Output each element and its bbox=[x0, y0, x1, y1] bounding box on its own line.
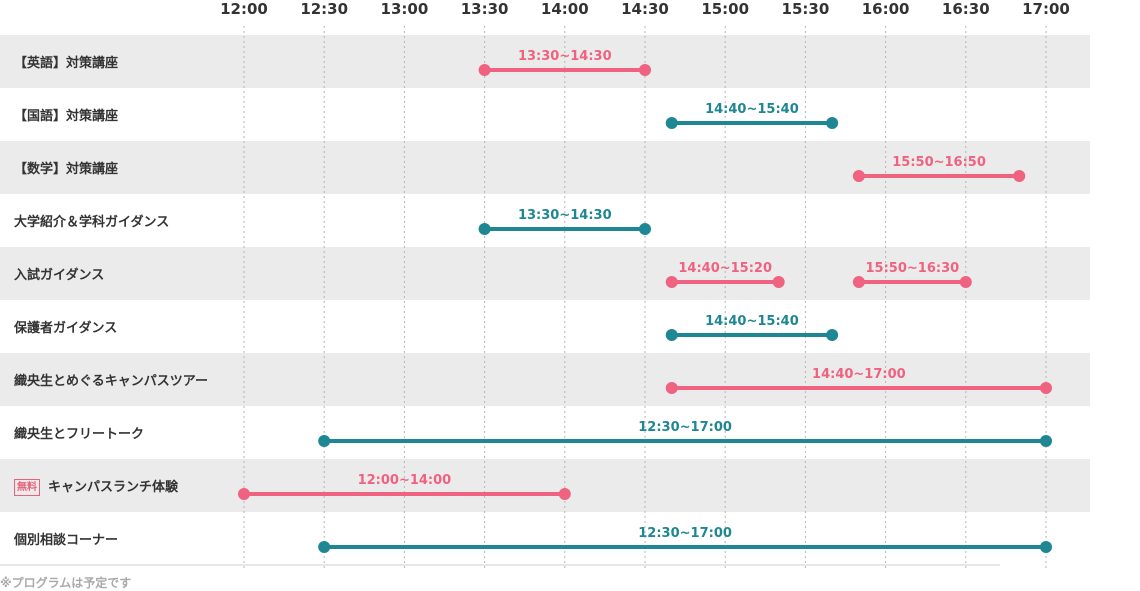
row-shade bbox=[0, 141, 1090, 194]
x-tick-label: 14:00 bbox=[540, 0, 589, 18]
row-label-text: 【数学】対策講座 bbox=[14, 162, 119, 177]
bar-end-dot bbox=[1013, 170, 1026, 182]
bar-start-dot bbox=[665, 117, 678, 129]
bar-time-label: 14:40~15:20 bbox=[678, 261, 772, 276]
x-tick-label: 17:00 bbox=[1022, 0, 1070, 18]
bar-time-label: 14:40~15:40 bbox=[705, 102, 799, 117]
bar-end-dot bbox=[639, 64, 651, 76]
free-badge: 無料 bbox=[14, 479, 40, 496]
bar-start-dot bbox=[318, 541, 331, 553]
row-label: 【国語】対策講座 bbox=[14, 105, 118, 124]
row-shade bbox=[0, 459, 1090, 512]
bar-time-label: 13:30~14:30 bbox=[518, 208, 612, 223]
row-shade bbox=[0, 353, 1090, 406]
row-label: 【数学】対策講座 bbox=[14, 158, 118, 177]
bar-end-dot bbox=[558, 488, 571, 500]
x-tick-label: 15:30 bbox=[781, 0, 830, 18]
bar-end-dot bbox=[772, 276, 785, 288]
row-label-text: キャンパスランチ体験 bbox=[48, 480, 179, 495]
bar-start-dot bbox=[478, 64, 491, 76]
row-shade bbox=[0, 35, 1090, 88]
bar-time-label: 12:30~17:00 bbox=[638, 526, 732, 541]
x-tick-label: 13:00 bbox=[380, 0, 429, 18]
row-label: 個別相談コーナー bbox=[14, 529, 118, 548]
x-tick-label: 12:30 bbox=[300, 0, 349, 18]
bar-end-dot bbox=[1040, 382, 1052, 394]
bar-time-label: 12:00~14:00 bbox=[358, 473, 452, 488]
bar-end-dot bbox=[1040, 435, 1052, 447]
row-label-text: 保護者ガイダンス bbox=[14, 321, 118, 336]
bar-start-dot bbox=[318, 435, 331, 447]
row-label: 無料 キャンパスランチ体験 bbox=[14, 476, 178, 496]
row-label-text: 入試ガイダンス bbox=[14, 268, 105, 283]
bar-time-label: 15:50~16:30 bbox=[866, 261, 960, 276]
x-tick-label: 13:30 bbox=[460, 0, 509, 18]
bar-time-label: 12:30~17:00 bbox=[638, 420, 732, 435]
x-tick-label: 16:00 bbox=[861, 0, 910, 18]
bar-time-label: 15:50~16:50 bbox=[892, 155, 986, 170]
bar-start-dot bbox=[665, 329, 678, 341]
bar-start-dot bbox=[852, 276, 865, 288]
bar-start-dot bbox=[665, 276, 678, 288]
row-shade bbox=[0, 247, 1090, 300]
bar-end-dot bbox=[639, 223, 651, 235]
row-label-text: 個別相談コーナー bbox=[14, 533, 119, 548]
bar-time-label: 13:30~14:30 bbox=[518, 49, 612, 64]
row-label: 大学紹介＆学科ガイダンス bbox=[14, 211, 169, 230]
bar-time-label: 14:40~15:40 bbox=[705, 314, 799, 329]
bar-end-dot bbox=[826, 117, 839, 129]
row-label-text: 【国語】対策講座 bbox=[14, 109, 119, 124]
row-label: 保護者ガイダンス bbox=[14, 317, 117, 336]
x-tick-label: 12:00 bbox=[220, 0, 268, 18]
row-label: 織央生とめぐるキャンパスツアー bbox=[14, 370, 208, 389]
row-label-text: 【英語】対策講座 bbox=[14, 56, 119, 71]
bar-end-dot bbox=[826, 329, 839, 341]
row-label-text: 織央生とフリートーク bbox=[14, 427, 145, 442]
bar-end-dot bbox=[959, 276, 972, 288]
row-label: 【英語】対策講座 bbox=[14, 52, 118, 71]
row-label-text: 大学紹介＆学科ガイダンス bbox=[14, 215, 170, 230]
x-tick-label: 16:30 bbox=[941, 0, 990, 18]
bar-start-dot bbox=[238, 488, 250, 500]
bar-start-dot bbox=[665, 382, 678, 394]
bar-start-dot bbox=[478, 223, 491, 235]
bar-start-dot bbox=[852, 170, 865, 182]
row-label: 織央生とフリートーク bbox=[14, 423, 144, 442]
x-tick-label: 15:00 bbox=[701, 0, 750, 18]
row-label-text: 織央生とめぐるキャンパスツアー bbox=[14, 374, 208, 389]
bar-end-dot bbox=[1040, 541, 1052, 553]
bar-time-label: 14:40~17:00 bbox=[812, 367, 906, 382]
x-tick-label: 14:30 bbox=[621, 0, 669, 18]
row-label: 入試ガイダンス bbox=[14, 264, 104, 283]
footnote: ※プログラムは予定です bbox=[0, 576, 132, 590]
